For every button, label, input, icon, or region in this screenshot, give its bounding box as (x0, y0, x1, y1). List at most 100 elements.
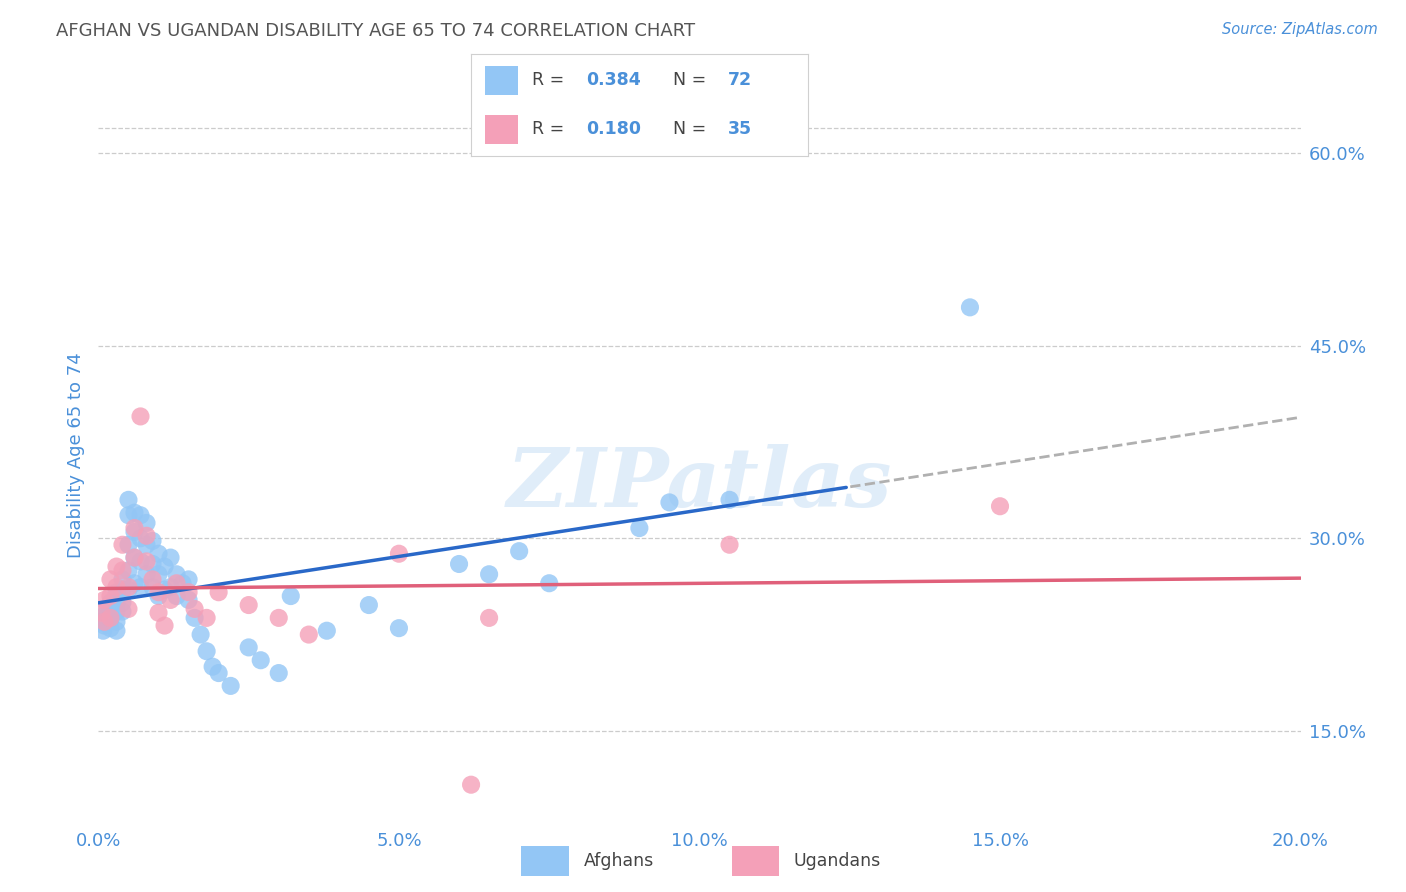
Point (460, 778, 482, 792)
Text: Ugandans: Ugandans (794, 852, 882, 870)
Point (111, 573, 134, 587)
Point (117, 563, 139, 577)
Point (177, 585, 200, 599)
Point (124, 550, 146, 565)
Point (195, 611, 218, 625)
Point (508, 544, 530, 558)
Point (315, 624, 337, 638)
Text: R =: R = (531, 120, 569, 138)
Point (100, 621, 122, 635)
Point (105, 580, 128, 594)
Point (124, 576, 146, 591)
Point (201, 659, 224, 673)
Point (117, 492, 139, 507)
Point (478, 611, 501, 625)
Point (628, 521, 651, 535)
Point (388, 547, 411, 561)
Point (129, 532, 152, 546)
Point (177, 593, 200, 607)
Point (124, 550, 146, 565)
Point (183, 611, 205, 625)
FancyBboxPatch shape (522, 846, 569, 876)
Point (148, 585, 170, 599)
Point (100, 605, 122, 619)
Point (105, 559, 128, 574)
Point (124, 524, 146, 539)
Point (117, 582, 139, 597)
Point (135, 516, 157, 530)
Point (100, 611, 122, 625)
Point (190, 627, 212, 641)
Point (117, 580, 139, 594)
Point (111, 563, 134, 577)
Point (208, 666, 231, 681)
Point (280, 589, 302, 603)
FancyBboxPatch shape (485, 115, 519, 144)
Point (166, 567, 188, 582)
Point (129, 554, 152, 568)
Point (105, 624, 128, 638)
Point (249, 653, 271, 667)
Point (111, 605, 134, 619)
Point (93, 615, 115, 629)
Point (208, 585, 231, 599)
Point (135, 567, 157, 582)
Point (658, 495, 681, 509)
Text: N =: N = (673, 71, 713, 89)
Text: ZIPatlas: ZIPatlas (506, 444, 893, 524)
Point (988, 500, 1011, 514)
Point (388, 621, 411, 635)
Text: 0.384: 0.384 (586, 71, 641, 89)
Y-axis label: Disability Age 65 to 74: Disability Age 65 to 74 (66, 352, 84, 558)
Point (117, 538, 139, 552)
Text: R =: R = (531, 71, 569, 89)
Point (94, 611, 117, 625)
Point (96, 602, 118, 616)
Point (141, 533, 163, 548)
Text: 0.180: 0.180 (586, 120, 641, 138)
Point (141, 557, 163, 571)
Text: Afghans: Afghans (583, 852, 654, 870)
Point (135, 538, 157, 552)
Point (148, 606, 170, 620)
Point (195, 644, 218, 658)
FancyBboxPatch shape (731, 846, 779, 876)
Point (117, 602, 139, 616)
Text: AFGHAN VS UGANDAN DISABILITY AGE 65 TO 74 CORRELATION CHART: AFGHAN VS UGANDAN DISABILITY AGE 65 TO 7… (56, 22, 696, 40)
Point (129, 508, 152, 523)
Text: 72: 72 (727, 71, 752, 89)
Point (159, 550, 181, 565)
Point (117, 508, 139, 523)
Point (357, 598, 380, 612)
Point (267, 611, 290, 625)
Point (124, 506, 146, 520)
Point (153, 559, 176, 574)
Point (129, 409, 152, 424)
Point (166, 576, 188, 591)
Text: Source: ZipAtlas.com: Source: ZipAtlas.com (1222, 22, 1378, 37)
Point (105, 595, 128, 609)
Point (177, 573, 200, 587)
Point (141, 580, 163, 594)
Point (90, 606, 112, 620)
Point (141, 573, 163, 587)
Point (166, 589, 188, 603)
Point (219, 679, 242, 693)
Point (478, 567, 501, 582)
Point (105, 615, 128, 629)
Point (153, 582, 176, 597)
Point (111, 538, 134, 552)
Point (111, 582, 134, 597)
Point (148, 589, 170, 603)
Point (538, 576, 561, 591)
Point (447, 557, 470, 571)
Point (238, 640, 260, 655)
Point (105, 605, 128, 619)
Text: N =: N = (673, 120, 713, 138)
Point (718, 538, 741, 552)
Point (135, 554, 157, 568)
Point (100, 612, 122, 626)
Point (111, 595, 134, 609)
Point (93, 593, 115, 607)
Point (183, 602, 205, 616)
